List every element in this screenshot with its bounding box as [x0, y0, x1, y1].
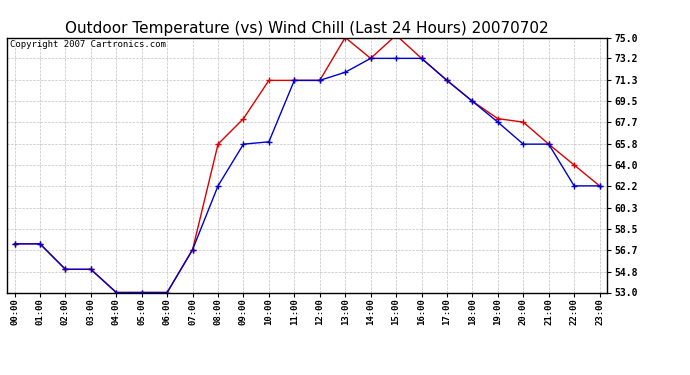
Title: Outdoor Temperature (vs) Wind Chill (Last 24 Hours) 20070702: Outdoor Temperature (vs) Wind Chill (Las… [66, 21, 549, 36]
Text: Copyright 2007 Cartronics.com: Copyright 2007 Cartronics.com [10, 40, 166, 49]
